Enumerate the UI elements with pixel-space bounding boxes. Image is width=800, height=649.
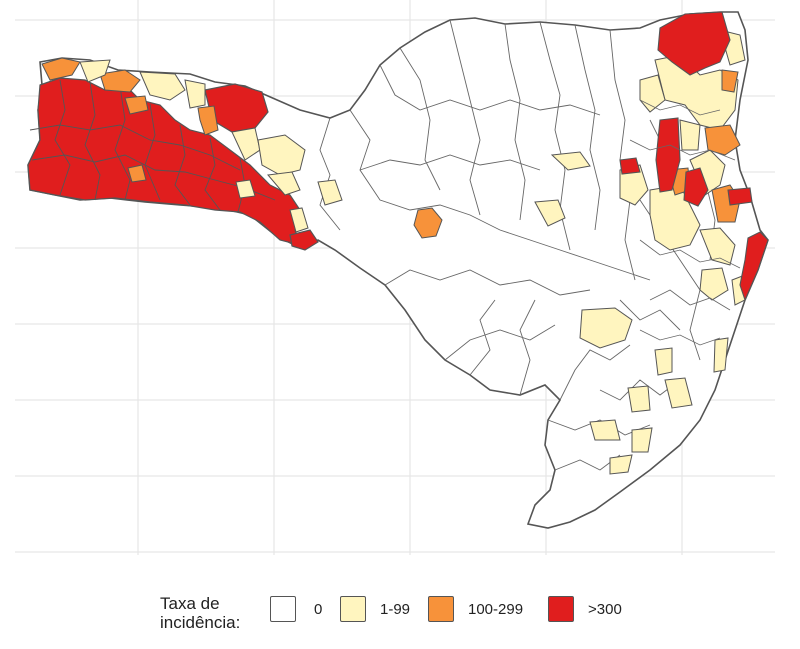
legend-title: Taxa de incidência: xyxy=(160,594,241,632)
legend-swatch-100-299 xyxy=(428,596,454,622)
legend: Taxa de incidência: 0 1-99 100-299 >300 xyxy=(0,580,800,640)
legend-label-0: 0 xyxy=(314,601,323,618)
legend-label-1-99: 1-99 xyxy=(380,601,411,618)
east-orange-patches xyxy=(667,69,741,223)
west-municipal-borders xyxy=(29,79,276,213)
east-municipal-borders xyxy=(629,99,741,346)
legend-label-100-299: 100-299 xyxy=(468,601,524,618)
choropleth-map xyxy=(15,0,775,555)
east-red-patches xyxy=(619,11,769,302)
legend-label-gt300: >300 xyxy=(588,601,622,618)
map-canvas xyxy=(15,0,775,555)
region-high-south-west xyxy=(289,229,319,251)
west-yellow-patches xyxy=(79,59,343,233)
west-orange-patches xyxy=(41,57,443,239)
legend-swatch-0 xyxy=(270,596,296,622)
legend-swatch-1-99 xyxy=(340,596,366,622)
east-yellow-patches xyxy=(534,29,746,475)
legend-swatch-gt300 xyxy=(548,596,574,622)
